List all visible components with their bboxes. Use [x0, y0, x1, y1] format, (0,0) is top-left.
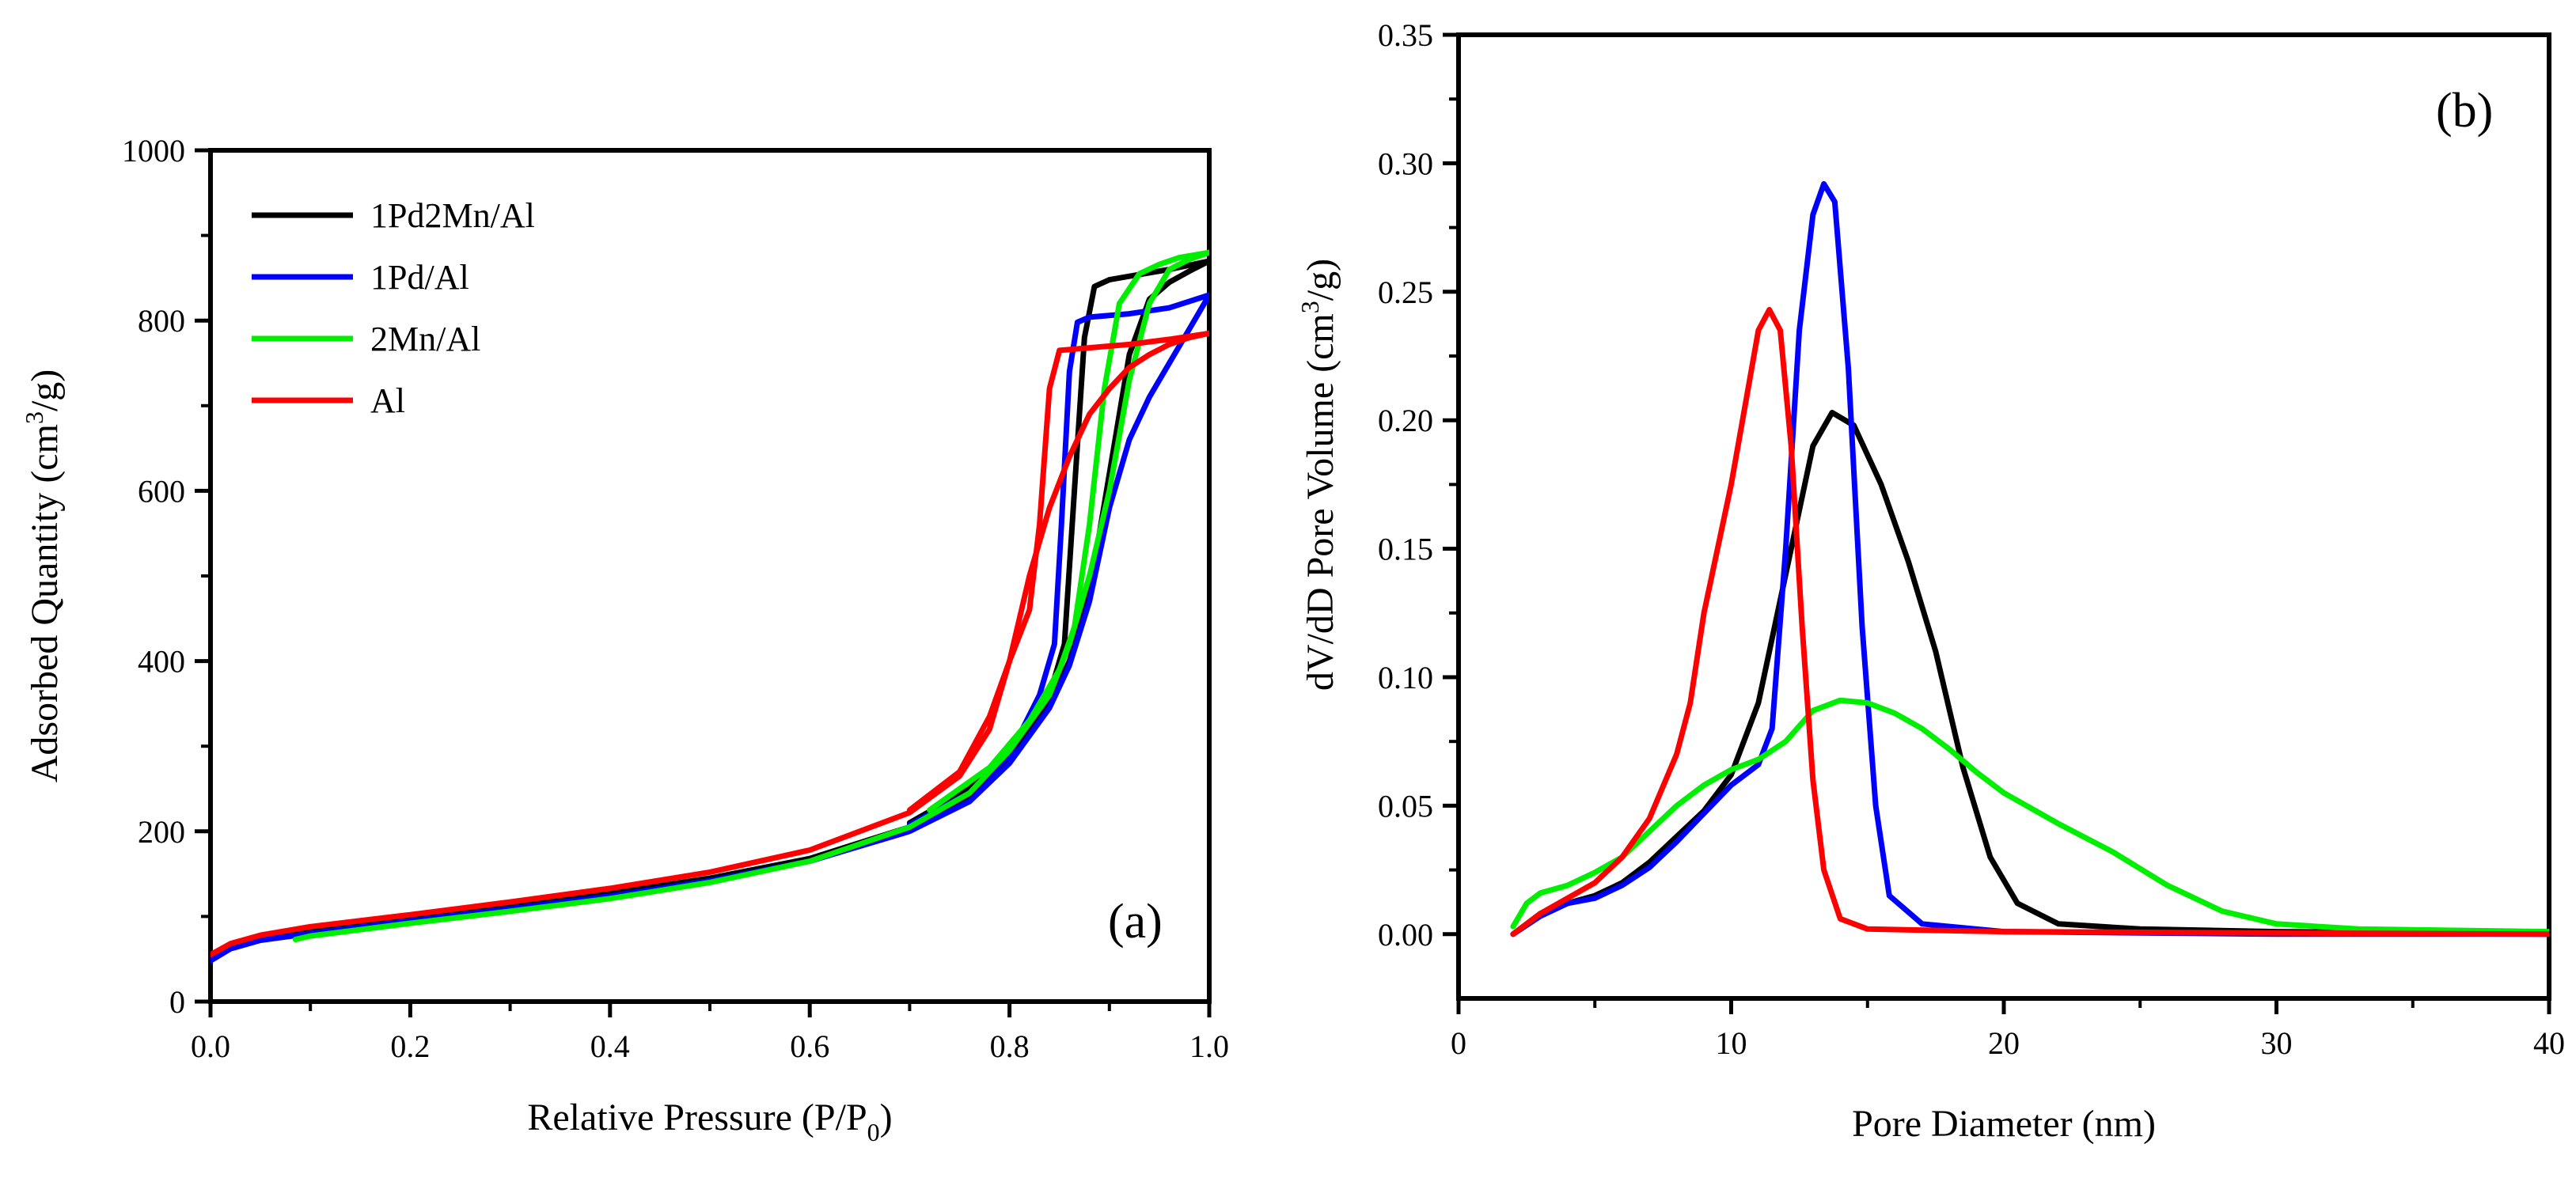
- panel-b-y-axis-title-tail: /g): [1299, 259, 1341, 301]
- panel-a-y-axis-title: Adsorbed Quantity (cm3/g): [20, 369, 66, 783]
- panel-b-series-1pd2mn-al: [1510, 410, 2549, 937]
- panel-a-label: (a): [1108, 895, 1163, 949]
- panel-a-y-tick-label: 800: [138, 303, 185, 339]
- panel-a-series-1pd-al-adsorption: [211, 292, 1209, 964]
- panel-a-y-axis-title-main: Adsorbed Quantity (cm: [24, 424, 66, 782]
- panel-b-x-tick-label: 10: [1716, 1025, 1747, 1061]
- legend-label-2mn-al: 2Mn/Al: [370, 320, 480, 358]
- panel-a-series-1pd2mn-al-adsorption: [211, 258, 1209, 962]
- panel-a-x-tick-label: 0.4: [590, 1028, 630, 1064]
- panel-b-y-tick-label: 0.25: [1378, 275, 1433, 310]
- panel-a-x-axis-title-main: Relative Pressure (P/P: [527, 1097, 867, 1138]
- panel-b-series-al: [1510, 307, 2549, 937]
- panel-a-isotherm-chart: 0.0 0.2 0.4 0.6 0.8 1.0 0 200 400 600 800 1000 1Pd…: [20, 133, 1229, 1146]
- panel-b-y-tick-label: 0.20: [1378, 403, 1433, 438]
- panel-a-series-lines: [211, 249, 1209, 964]
- panel-b-label: (b): [2436, 84, 2493, 138]
- panel-a-series-al-adsorption: [211, 330, 1209, 958]
- panel-a-x-tick-label: 0.8: [990, 1028, 1030, 1064]
- panel-a-series-2mn-al-desorption: [927, 249, 1209, 813]
- panel-a-y-tick-label: 0: [169, 984, 185, 1020]
- panel-a-x-axis-title-tail: ): [880, 1097, 893, 1138]
- legend-label-1pd2mn-al: 1Pd2Mn/Al: [370, 196, 535, 235]
- panel-b-series-lines: [1510, 180, 2549, 937]
- panel-b-x-axis-title: Pore Diameter (nm): [1852, 1103, 2156, 1145]
- panel-b-y-tick-label: 0.05: [1378, 788, 1433, 824]
- panel-a-y-tick-label: 400: [138, 644, 185, 680]
- panel-b-x-tick-label: 40: [2533, 1025, 2565, 1061]
- panel-b-x-tick-label: 30: [2261, 1025, 2293, 1061]
- panel-b-y-tick-label: 0.10: [1378, 660, 1433, 695]
- panel-a-x-tick-label: 0.2: [390, 1028, 430, 1064]
- panel-b-series-2mn-al: [1510, 697, 2549, 935]
- panel-b-y-ticks: 0.00 0.05 0.10 0.15 0.20 0.25 0.30 0.35: [1378, 17, 1459, 953]
- legend-label-1pd-al: 1Pd/Al: [370, 258, 469, 297]
- panel-a-y-tick-label: 600: [138, 473, 185, 509]
- panel-b-y-axis-title-superscript: 3: [1296, 301, 1324, 313]
- panel-a-y-ticks: 0 200 400 600 800 1000: [122, 133, 211, 1020]
- panel-b-y-tick-label: 0.00: [1378, 917, 1433, 953]
- panel-b-pore-distribution-chart: 0 10 20 30 40 0.000.050.100.150.200.250.300.…: [1296, 17, 2565, 1145]
- panel-a-legend: 1Pd2Mn/Al 1Pd/Al 2Mn/Al Al: [252, 196, 535, 420]
- panel-a-x-tick-label: 0.6: [790, 1028, 829, 1064]
- panel-b-y-tick-label: 0.35: [1378, 17, 1433, 53]
- panel-b-y-axis-title: dV/dD Pore Volume (cm3/g): [1296, 259, 1341, 691]
- panel-b-x-tick-label: 20: [1988, 1025, 2020, 1061]
- panel-a-x-tick-label: 0.0: [191, 1028, 230, 1064]
- legend-label-al: Al: [370, 381, 405, 420]
- panel-a-x-axis-title: Relative Pressure (P/P0): [527, 1097, 892, 1146]
- panel-b-x-tick-label: 0: [1451, 1025, 1466, 1061]
- panel-a-y-axis-title-tail: /g): [24, 369, 66, 411]
- panel-b-x-ticks: 0 10 20 30 40: [1451, 998, 2565, 1061]
- panel-b-y-tick-label: 0.15: [1378, 532, 1433, 567]
- panel-a-x-axis-title-subscript: 0: [867, 1118, 880, 1146]
- panel-a-x-ticks: 0.0 0.2 0.4 0.6 0.8 1.0: [191, 1002, 1229, 1064]
- panel-a-x-tick-label: 1.0: [1189, 1028, 1229, 1064]
- panel-b-y-axis-title-main: dV/dD Pore Volume (cm: [1299, 313, 1341, 691]
- panel-a-y-tick-label: 1000: [122, 133, 185, 169]
- panel-b-series-1pd-al: [1510, 180, 2549, 937]
- panel-a-series-2mn-al-adsorption: [292, 249, 1209, 942]
- panel-a-y-tick-label: 200: [138, 814, 185, 850]
- panel-a-series-al-desorption: [906, 330, 1209, 813]
- panel-a-y-axis-title-superscript: 3: [20, 411, 48, 424]
- panel-b-y-tick-label: 0.30: [1378, 146, 1433, 181]
